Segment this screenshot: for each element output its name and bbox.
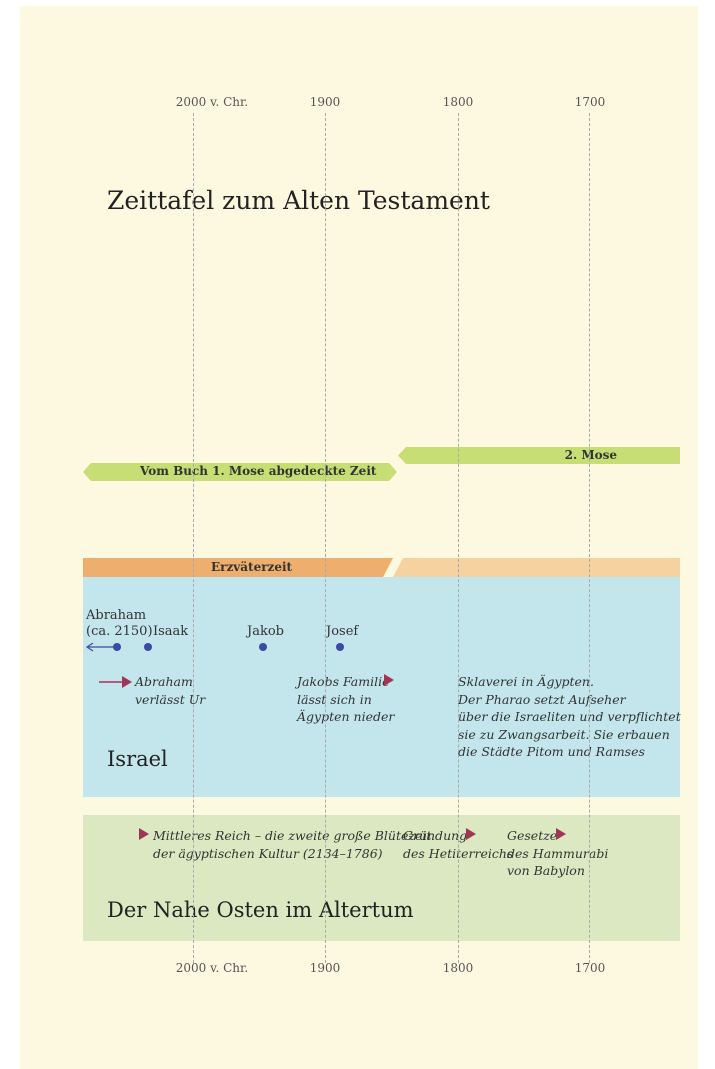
josef-label: Josef xyxy=(326,624,359,639)
slavery-text: Sklaverei in Ägypten. Der Pharao setzt A… xyxy=(458,673,681,761)
hammurabi-text: Gesetze des Hammurabi von Babylon xyxy=(507,827,608,880)
gridline-1800 xyxy=(458,113,459,963)
jakob-dot xyxy=(259,643,267,651)
hittite-marker xyxy=(466,828,476,840)
patriarchs-band: Erzväterzeit xyxy=(83,558,393,577)
slavery-line: Sklaverei in Ägypten. xyxy=(458,674,594,689)
abraham-date: (ca. 2150) xyxy=(86,624,153,639)
israel-heading: Israel xyxy=(107,747,168,771)
top-tick-1700: 1700 xyxy=(574,95,606,109)
page-title: Zeittafel zum Alten Testament xyxy=(107,186,490,215)
jakob-label: Jakob xyxy=(247,624,284,639)
abraham-ur-line: Abraham xyxy=(135,674,193,689)
hammurabi-line: Gesetze xyxy=(507,828,558,843)
middle-kingdom-text: Mittleres Reich – die zweite große Blüte… xyxy=(153,827,431,862)
isaak-label: Isaak xyxy=(153,624,189,639)
hammurabi-marker xyxy=(556,828,566,840)
top-tick-1900: 1900 xyxy=(309,95,341,109)
middle-kingdom-line: der ägyptischen Kultur (2134–1786) xyxy=(153,845,383,861)
jakob-family-line: Jakobs Familie xyxy=(297,674,390,689)
genesis-band: Vom Buch 1. Mose abgedeckte Zeit xyxy=(83,463,397,481)
isaak-dot xyxy=(144,643,152,651)
bottom-tick-1700: 1700 xyxy=(574,961,606,975)
abraham-left-arrow xyxy=(85,642,116,652)
jakob-family-line: Ägypten nieder xyxy=(297,709,395,724)
top-tick-2000: 2000 v. Chr. xyxy=(175,95,249,109)
slavery-line: über die Israeliten und verpflichtet xyxy=(458,709,681,724)
josef-dot xyxy=(336,643,344,651)
abraham-ur-text: Abraham verlässt Ur xyxy=(135,673,205,708)
gridline-2000 xyxy=(193,113,194,963)
exodus-band-label: 2. Mose xyxy=(564,448,617,462)
post-patriarchs-band xyxy=(393,558,680,577)
bottom-tick-1900: 1900 xyxy=(309,961,341,975)
hittite-line: Gründung xyxy=(403,828,468,843)
genesis-band-label: Vom Buch 1. Mose abgedeckte Zeit xyxy=(140,464,377,478)
near-east-section xyxy=(83,815,680,941)
bottom-tick-2000: 2000 v. Chr. xyxy=(162,961,262,975)
hammurabi-line: des Hammurabi xyxy=(507,845,609,861)
jakob-family-line: lässt sich in xyxy=(297,691,372,707)
jakob-family-text: Jakobs Familie lässt sich in Ägypten nie… xyxy=(297,673,394,726)
middle-kingdom-marker xyxy=(139,828,149,840)
slavery-line: sie zu Zwangsarbeit. Sie erbauen xyxy=(458,726,670,742)
bottom-tick-1800: 1800 xyxy=(442,961,474,975)
slavery-line: die Städte Pitom und Ramses xyxy=(458,744,645,759)
top-tick-1800: 1800 xyxy=(442,95,474,109)
jakob-family-marker xyxy=(384,674,394,686)
abraham-dot xyxy=(113,643,121,651)
abraham-ur-arrow xyxy=(99,676,132,688)
gridline-1700 xyxy=(589,113,590,963)
near-east-heading: Der Nahe Osten im Altertum xyxy=(107,898,414,922)
hammurabi-line: von Babylon xyxy=(507,863,585,878)
abraham-label: Abraham xyxy=(86,608,147,623)
slavery-line: Der Pharao setzt Aufseher xyxy=(458,691,626,707)
abraham-ur-line: verlässt Ur xyxy=(135,691,206,707)
patriarchs-band-label: Erzväterzeit xyxy=(211,560,293,574)
israel-section xyxy=(83,577,680,797)
exodus-band: 2. Mose xyxy=(398,447,680,464)
gridline-1900 xyxy=(325,113,326,963)
middle-kingdom-line: Mittleres Reich – die zweite große Blüte… xyxy=(153,828,432,843)
